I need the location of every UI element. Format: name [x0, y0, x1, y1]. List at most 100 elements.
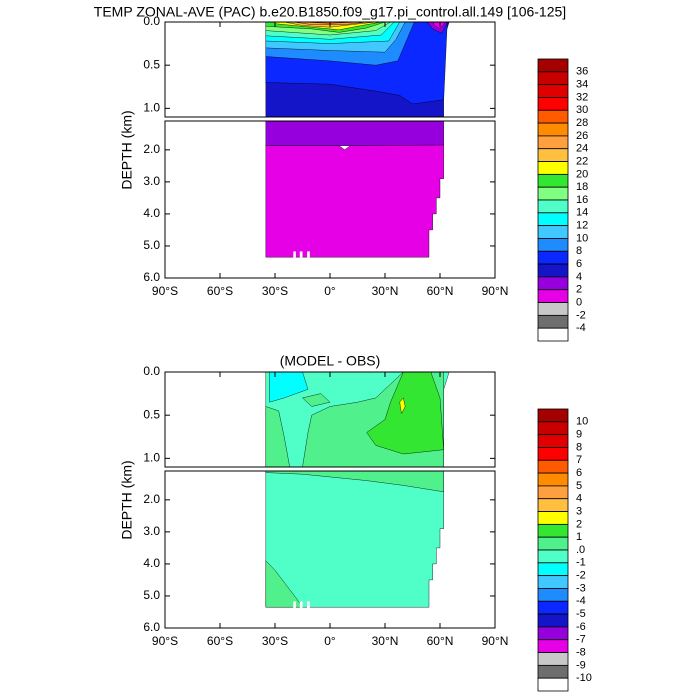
- contour-fill: [293, 251, 296, 258]
- colorbar-box: [537, 225, 569, 239]
- colorbar-box: [537, 173, 569, 188]
- colorbar-box: [537, 459, 569, 474]
- colorbar-label: 16: [576, 194, 588, 206]
- contour-fill: [302, 393, 331, 407]
- y-tick-label: 6.0: [143, 270, 160, 284]
- colorbar-box: [537, 575, 569, 589]
- x-tick-label: 30°N: [372, 284, 399, 298]
- colorbar-box: [537, 186, 569, 201]
- colorbar-label: 18: [576, 181, 588, 193]
- colorbar-box: [537, 135, 569, 150]
- colorbar-label: 10: [576, 416, 588, 428]
- contour-fill: [265, 470, 444, 493]
- colorbar-label: 36: [576, 66, 588, 78]
- colorbar-box: [537, 639, 569, 653]
- y-tick-label: 5.0: [143, 588, 160, 602]
- colorbar-box: [537, 523, 569, 538]
- colorbar-label: 2: [576, 284, 582, 296]
- colorbar-label: 6: [576, 258, 582, 270]
- colorbar-box: [537, 238, 569, 252]
- colorbar-box: [537, 485, 569, 500]
- colorbar-box: [537, 498, 569, 512]
- x-tick-label: 0°: [324, 634, 336, 648]
- x-tick-label: 30°S: [262, 634, 288, 648]
- y-tick-label: 2.0: [143, 492, 160, 506]
- colorbar-label: -1: [576, 557, 586, 569]
- chart-title: (MODEL - OBS): [280, 353, 381, 369]
- colorbar-box: [537, 421, 569, 436]
- colorbar-label: -6: [576, 621, 586, 633]
- colorbar-label: 0: [576, 296, 582, 308]
- y-tick-label: 5.0: [143, 238, 160, 252]
- y-tick-label: 0.5: [143, 407, 160, 421]
- colorbar-box: [537, 472, 569, 487]
- colorbar-box: [537, 327, 569, 342]
- x-tick-label: 60°S: [207, 634, 233, 648]
- contour-fill: [265, 120, 444, 146]
- colorbar-box: [537, 148, 569, 162]
- contour-fill: [307, 251, 310, 258]
- colorbar-label: 4: [576, 493, 582, 505]
- colorbar-label: 8: [576, 441, 582, 453]
- colorbar-label: 1: [576, 531, 582, 543]
- chart-title: TEMP ZONAL-AVE (PAC) b.e20.B1850.f09_g17…: [94, 4, 566, 20]
- x-tick-label: 60°N: [427, 634, 454, 648]
- colorbar-box: [537, 302, 569, 316]
- colorbar-label: 14: [576, 207, 588, 219]
- colorbar-label: 7: [576, 454, 582, 466]
- colorbar-label: 10: [576, 232, 588, 244]
- x-tick-label: 90°N: [482, 634, 509, 648]
- colorbar-box: [537, 588, 569, 602]
- colorbar-label: -2: [576, 570, 586, 582]
- colorbar-box: [537, 212, 569, 227]
- colorbar-box: [537, 600, 569, 615]
- colorbar-label: 8: [576, 245, 582, 257]
- colorbar-label: 3: [576, 505, 582, 517]
- colorbar-label: 22: [576, 155, 588, 167]
- colorbar-box: [537, 677, 569, 692]
- contour-fill: [293, 601, 296, 608]
- colorbar-box: [537, 289, 569, 303]
- contour-fill: [299, 251, 303, 258]
- y-tick-label: 1.0: [143, 101, 160, 115]
- contour-fill: [265, 560, 303, 608]
- y-axis-label: DEPTH (km): [119, 460, 135, 539]
- colorbar-box: [537, 664, 569, 679]
- colorbar-label: 34: [576, 79, 588, 91]
- colorbar-box: [537, 199, 569, 214]
- x-tick-label: 0°: [324, 284, 336, 298]
- colorbar-box: [537, 562, 569, 577]
- y-axis-label: DEPTH (km): [119, 110, 135, 189]
- x-tick-label: 90°S: [152, 634, 178, 648]
- colorbar-box: [537, 314, 569, 329]
- colorbar-label: -9: [576, 659, 586, 671]
- colorbar-box: [537, 434, 569, 448]
- colorbar-box: [537, 536, 569, 551]
- colorbar-label: 5: [576, 480, 582, 492]
- x-tick-label: 30°N: [372, 634, 399, 648]
- x-tick-label: 90°S: [152, 284, 178, 298]
- y-tick-label: 0.5: [143, 57, 160, 71]
- colorbar-label: -8: [576, 646, 586, 658]
- contour-fill: [265, 406, 290, 468]
- colorbar-label: -4: [576, 322, 586, 334]
- colorbar-box: [537, 263, 569, 278]
- colorbar-box: [537, 626, 569, 641]
- y-tick-label: 0.0: [143, 364, 160, 378]
- x-tick-label: 30°S: [262, 284, 288, 298]
- x-tick-label: 60°S: [207, 284, 233, 298]
- colorbar-label: 32: [576, 91, 588, 103]
- y-tick-label: 1.0: [143, 451, 160, 465]
- colorbar-label: -5: [576, 608, 586, 620]
- x-tick-label: 90°N: [482, 284, 509, 298]
- colorbar-box: [537, 109, 569, 124]
- y-tick-label: 2.0: [143, 142, 160, 156]
- colorbar-box: [537, 549, 569, 564]
- colorbar-label: -7: [576, 634, 586, 646]
- colorbar-label: 24: [576, 143, 588, 155]
- colorbar-label: -3: [576, 582, 586, 594]
- contour-fill: [265, 144, 444, 258]
- colorbar-label: -2: [576, 309, 586, 321]
- colorbar-box: [537, 122, 569, 137]
